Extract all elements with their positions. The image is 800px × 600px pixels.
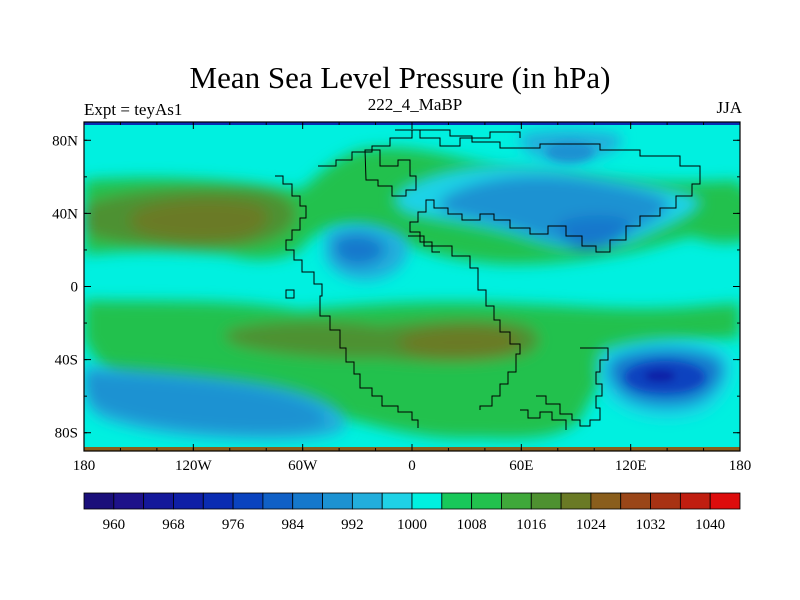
colorbar-label: 984: [281, 517, 304, 533]
colorbar-swatch: [143, 492, 174, 510]
colorbar-swatch: [709, 492, 741, 510]
coast-north: [395, 129, 521, 147]
coast-americas: [275, 175, 419, 428]
colorbar-label: 960: [103, 517, 126, 533]
colorbar-swatch: [590, 492, 622, 510]
x-tick-label: 60W: [288, 458, 318, 474]
colorbar-swatch: [441, 492, 473, 510]
field-968-se: [644, 370, 676, 382]
colorbar-swatch: [351, 492, 383, 510]
coastlines: [275, 129, 701, 430]
colorbar-swatch: [650, 492, 681, 510]
colorbar-label: 1024: [576, 517, 607, 533]
colorbar-swatch: [173, 492, 204, 510]
field-1020-pacific: [130, 199, 268, 241]
contour-field: [84, 122, 740, 451]
x-tick-label: 120W: [175, 458, 213, 474]
colorbar-swatch: [113, 492, 145, 510]
field-984-sw: [84, 372, 326, 433]
colorbar-swatch: [232, 492, 264, 510]
colorbar-label: 1032: [636, 517, 666, 533]
colorbar-label: 1040: [695, 517, 725, 533]
season-label: JJA: [716, 98, 742, 117]
colorbar-swatch: [202, 492, 234, 510]
colorbar-swatch: [620, 492, 651, 510]
colorbar-label: 1016: [516, 517, 547, 533]
y-tick-label: 0: [71, 280, 79, 296]
y-tick-label: 80N: [52, 133, 78, 149]
colorbar-swatch: [83, 492, 115, 510]
y-tick-label: 80S: [55, 426, 78, 442]
x-tick-label: 120E: [615, 458, 647, 474]
chart-title: Mean Sea Level Pressure (in hPa): [189, 60, 611, 95]
colorbar-label: 1008: [457, 517, 487, 533]
colorbar-swatch: [501, 492, 532, 510]
colorbar: 960 968 976 984 992 1000 1008 1016 1024 1032 1040: [83, 492, 741, 533]
colorbar-swatch: [322, 492, 353, 510]
field-984-namerica: [333, 234, 386, 266]
colorbar-swatch: [530, 492, 562, 510]
field-980-asia: [559, 215, 631, 251]
y-tick-label: 40S: [55, 353, 78, 369]
field-1020-south: [398, 327, 519, 358]
x-tick-label: 0: [408, 458, 416, 474]
colorbar-label: 976: [222, 517, 245, 533]
coast-island: [285, 289, 295, 299]
colorbar-label: 1000: [397, 517, 427, 533]
coast-australia: [536, 347, 609, 427]
coast-greenland: [364, 149, 417, 197]
x-axis: 180 120W 60W 0 60E 120E 180: [73, 122, 752, 474]
coast-antarctic-edge: [520, 409, 567, 430]
y-axis: 80N 40N 0 40S 80S: [52, 133, 740, 442]
colorbar-swatch: [262, 492, 294, 510]
colorbar-swatch: [471, 492, 502, 510]
colorbar-swatch: [292, 492, 323, 510]
y-tick-label: 40N: [52, 206, 78, 222]
coast-eurasia: [318, 129, 701, 253]
x-tick-label: 60E: [509, 458, 533, 474]
coast-africa: [408, 235, 521, 410]
x-tick-label: 180: [729, 458, 752, 474]
colorbar-label: 992: [341, 517, 364, 533]
colorbar-swatch: [560, 492, 592, 510]
case-label: 222_4_MaBP: [367, 95, 463, 114]
field-988-asia-core: [546, 142, 594, 162]
colorbar-swatch: [679, 492, 711, 510]
colorbar-swatch: [411, 492, 443, 510]
x-tick-label: 180: [73, 458, 96, 474]
colorbar-swatch: [381, 492, 413, 510]
colorbar-label: 968: [162, 517, 185, 533]
experiment-label: Expt = teyAs1: [84, 100, 183, 119]
